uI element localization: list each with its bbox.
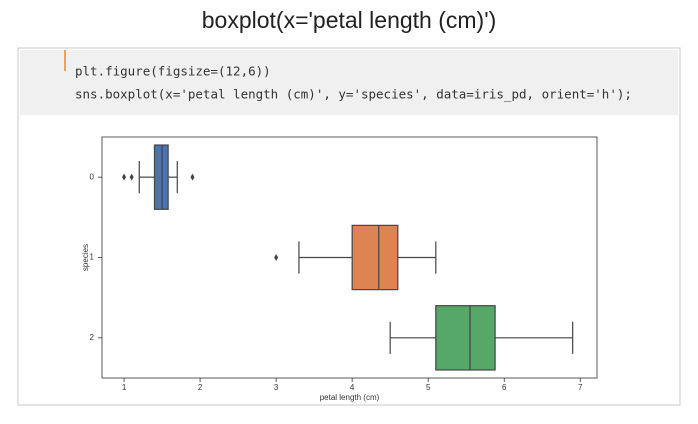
box bbox=[351, 224, 399, 291]
x-tick-label: 6 bbox=[502, 383, 507, 392]
flier bbox=[190, 173, 195, 181]
code-line: sns.boxplot(x='petal length (cm)', y='sp… bbox=[75, 87, 632, 102]
x-tick-label: 1 bbox=[122, 383, 127, 392]
x-tick-label: 7 bbox=[578, 383, 583, 392]
y-tick-label: 0 bbox=[90, 172, 95, 181]
x-tick-label: 5 bbox=[426, 383, 431, 392]
flier bbox=[274, 254, 279, 261]
x-tick-label: 3 bbox=[274, 383, 279, 392]
y-tick-label: 2 bbox=[90, 333, 95, 342]
code-line: plt.figure(figsize=(12,6)) bbox=[75, 64, 271, 79]
slide-title: boxplot(x='petal length (cm)') bbox=[202, 7, 497, 33]
flier bbox=[122, 173, 127, 181]
cursor-bar bbox=[64, 50, 66, 71]
x-tick-label: 2 bbox=[198, 383, 203, 392]
y-axis-label: species bbox=[81, 244, 90, 271]
flier bbox=[129, 173, 134, 181]
code-cell bbox=[20, 50, 678, 115]
box bbox=[435, 305, 496, 371]
x-axis-label: petal length (cm) bbox=[320, 393, 380, 402]
chart: 1 2 3 4 5 6 7 petal length (cm) species 0 1 2 bbox=[81, 136, 598, 402]
x-tick-label: 4 bbox=[350, 383, 355, 392]
box bbox=[153, 144, 169, 210]
y-tick-label: 1 bbox=[90, 253, 95, 262]
